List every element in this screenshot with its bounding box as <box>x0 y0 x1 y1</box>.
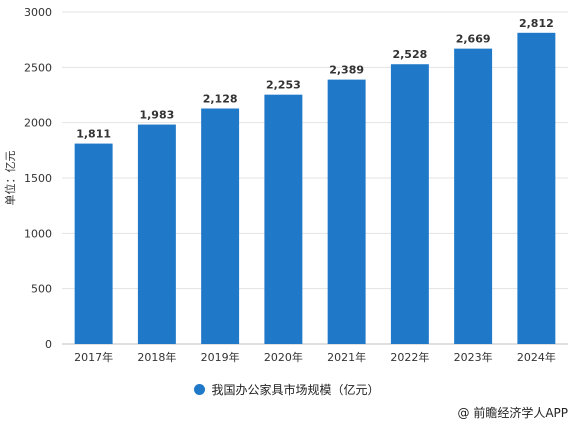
x-axis: 2017年 2018年 2019年 2020年 2021年 2022年 2023年 2024年 <box>74 350 556 364</box>
y-tick-label: 500 <box>31 283 52 296</box>
data-label: 1,983 <box>139 109 174 122</box>
bar <box>517 32 556 345</box>
bar <box>327 79 366 344</box>
data-labels: 1,811 1,983 2,128 2,253 2,389 2,528 2,669 2,812 <box>76 17 554 141</box>
y-tick-label: 2500 <box>24 61 52 74</box>
data-label: 1,811 <box>76 128 111 141</box>
x-tick-label: 2018年 <box>137 350 176 364</box>
legend-marker <box>194 384 206 395</box>
y-tick-label: 1500 <box>24 172 52 185</box>
y-tick-label: 0 <box>45 338 52 351</box>
data-label: 2,669 <box>456 33 491 46</box>
x-tick-label: 2024年 <box>517 350 556 364</box>
legend: 我国办公家具市场规模（亿元） <box>0 381 574 398</box>
data-label: 2,389 <box>329 64 364 77</box>
bar <box>201 108 240 344</box>
y-tick-label: 1000 <box>24 227 52 240</box>
y-tick-label: 2000 <box>24 117 52 130</box>
x-tick-label: 2017年 <box>74 350 113 364</box>
bars <box>74 32 556 345</box>
bar <box>74 143 113 344</box>
x-tick-label: 2020年 <box>264 350 303 364</box>
x-tick-label: 2019年 <box>201 350 240 364</box>
y-tick-label: 3000 <box>24 6 52 19</box>
bar <box>454 48 493 344</box>
bar <box>264 94 303 344</box>
data-label: 2,812 <box>519 17 554 30</box>
source-credit: @ 前瞻经济学人APP <box>457 406 569 420</box>
legend-label: 我国办公家具市场规模（亿元） <box>211 383 380 397</box>
x-tick-label: 2021年 <box>327 350 366 364</box>
x-tick-label: 2023年 <box>454 350 493 364</box>
bar <box>390 64 429 344</box>
data-label: 2,528 <box>392 48 427 61</box>
data-label: 2,253 <box>266 79 301 92</box>
data-label: 2,128 <box>203 93 238 106</box>
bar <box>137 124 176 344</box>
y-axis-label: 单位：亿元 <box>3 151 17 206</box>
x-tick-label: 2022年 <box>390 350 429 364</box>
y-axis: 0 500 1000 1500 2000 2500 3000 <box>24 6 52 351</box>
